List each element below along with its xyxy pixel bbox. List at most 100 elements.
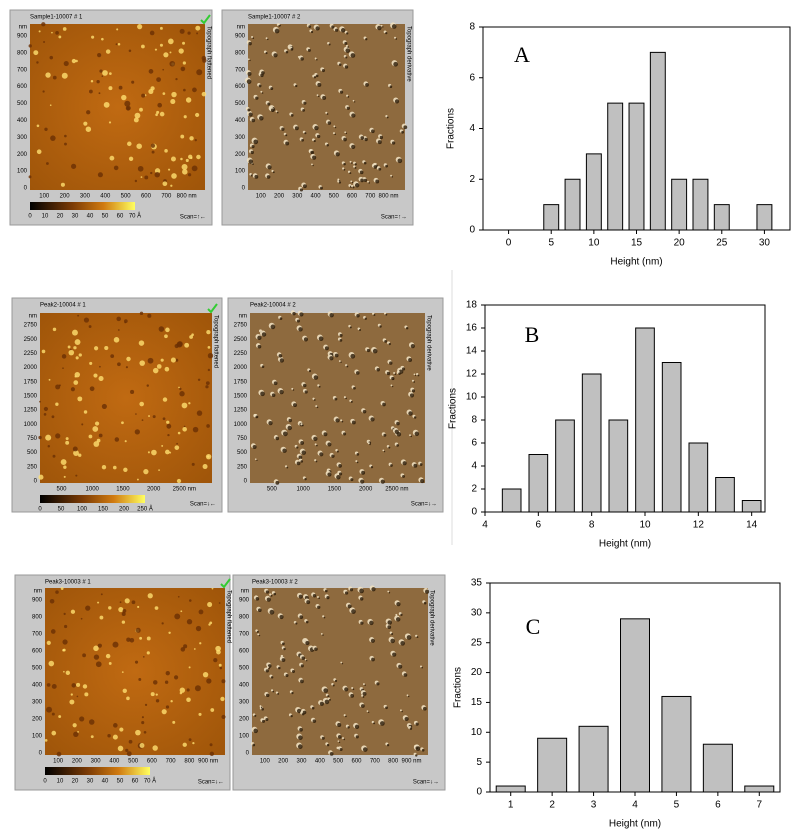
afm-feature: [306, 600, 311, 605]
afm-feature: [251, 118, 256, 123]
afm-feature: [144, 703, 148, 707]
afm-feature: [169, 51, 172, 54]
afm-feature: [139, 360, 146, 366]
afm-feature: [109, 155, 115, 161]
afm-feature: [196, 154, 201, 160]
afm-feature: [377, 140, 382, 145]
bar: [661, 695, 692, 793]
afm-feature: [80, 617, 83, 620]
afm-feature: [354, 183, 360, 188]
afm-feature: [308, 369, 312, 373]
afm-feature: [397, 158, 403, 164]
afm-feature: [114, 437, 120, 442]
afm-feature: [314, 647, 318, 651]
afm-feature: [206, 678, 212, 684]
y-tick-label: 600: [239, 649, 250, 655]
afm-feature: [135, 413, 137, 415]
x-tick-label: 10: [588, 238, 600, 249]
afm-feature: [270, 689, 274, 692]
afm-feature: [185, 97, 192, 103]
afm-feature: [313, 375, 319, 380]
afm-feature: [371, 587, 376, 592]
afm-feature: [282, 448, 287, 453]
afm-feature: [338, 741, 341, 743]
afm-feature: [171, 91, 177, 98]
afm-feature: [168, 631, 171, 634]
afm-feature: [314, 443, 317, 446]
afm-feature: [163, 52, 169, 58]
afm-feature: [422, 706, 427, 711]
afm-feature: [108, 86, 113, 91]
afm-feature: [351, 609, 356, 614]
afm-feature: [185, 158, 189, 163]
afm-feature: [302, 383, 307, 388]
afm-feature: [181, 164, 188, 170]
afm-feature: [71, 163, 77, 169]
y-tick-label: 500: [32, 666, 43, 672]
x-tick-label: 5: [548, 238, 554, 249]
afm-feature: [67, 345, 71, 349]
afm-feature: [70, 693, 73, 696]
afm-feature: [148, 69, 154, 74]
afm-feature: [290, 714, 293, 718]
y-tick-label: 700: [32, 632, 43, 638]
afm-feature: [390, 464, 393, 467]
afm-feature: [335, 28, 339, 32]
afm-feature: [389, 361, 393, 365]
afm-feature: [180, 610, 183, 613]
y-tick-label: 16: [466, 323, 478, 334]
afm-feature: [360, 479, 365, 484]
afm-feature: [73, 346, 77, 350]
afm-feature: [152, 745, 158, 751]
afm-feature: [216, 649, 221, 655]
afm-feature: [182, 41, 186, 45]
afm-feature: [207, 346, 211, 349]
afm-feature: [310, 150, 313, 154]
scale-label: 30: [72, 214, 79, 220]
afm-feature: [328, 43, 331, 46]
afm-feature: [314, 125, 319, 131]
afm-feature: [112, 641, 119, 648]
y-tick-label: 2750: [24, 323, 38, 329]
afm-feature: [411, 389, 416, 393]
scale-label: 50: [117, 779, 124, 785]
afm-feature: [338, 179, 341, 182]
afm-feature: [285, 141, 290, 146]
y-tick-label: 2: [469, 174, 475, 185]
afm-feature: [45, 434, 52, 441]
afm-feature: [415, 746, 419, 750]
y-tick-label: 8: [469, 22, 475, 33]
afm-feature: [320, 633, 323, 635]
x-tick-label: 500: [128, 759, 139, 765]
afm-feature: [364, 137, 368, 142]
afm-feature: [362, 695, 365, 698]
panel-title: Sample1-10007 # 2: [248, 15, 301, 21]
afm-feature: [312, 155, 317, 160]
x-tick-label: 900 nm: [401, 759, 421, 765]
y-tick-label: 500: [237, 450, 248, 456]
afm-feature: [90, 79, 94, 83]
afm-feature: [183, 115, 187, 119]
afm-feature: [51, 684, 57, 689]
afm-feature: [48, 378, 51, 381]
afm-feature: [46, 683, 51, 687]
afm-feature: [79, 716, 85, 722]
afm-feature: [73, 731, 79, 737]
afm-feature: [255, 96, 259, 100]
x-tick-label: 200: [72, 759, 83, 765]
y-tick-label: 500: [239, 666, 250, 672]
afm-feature: [354, 101, 356, 103]
afm-feature: [256, 630, 259, 633]
afm-feature: [117, 329, 120, 331]
afm-feature: [303, 337, 309, 342]
afm-feature: [45, 72, 51, 78]
afm-feature: [395, 617, 401, 622]
afm-feature: [387, 625, 392, 629]
afm-feature: [360, 178, 364, 183]
afm-feature: [252, 163, 254, 165]
afm-feature: [189, 136, 194, 141]
afm-feature: [84, 692, 89, 697]
y-unit: nm: [29, 314, 37, 320]
afm-feature: [261, 365, 265, 368]
afm-feature: [394, 373, 397, 375]
